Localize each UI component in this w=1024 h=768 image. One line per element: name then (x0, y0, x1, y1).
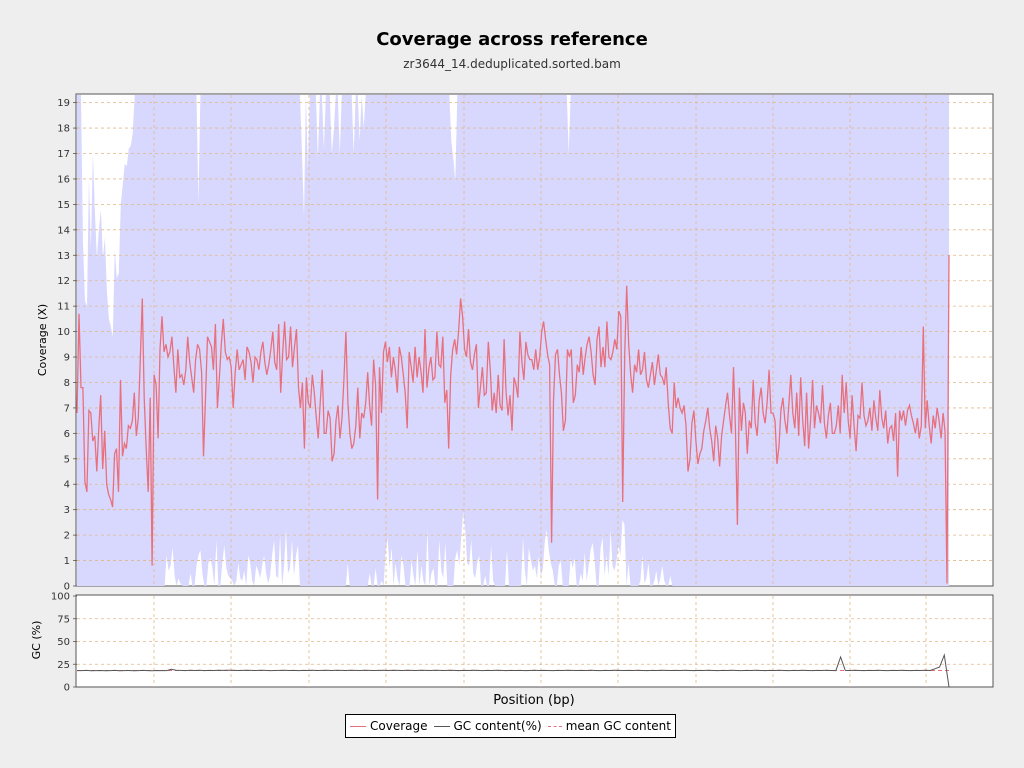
coverage-y-tick-label: 17 (57, 149, 70, 160)
mean-gc-swatch-icon (547, 725, 562, 727)
gc-y-tick-label: 100 (51, 592, 70, 603)
coverage-y-tick-label: 18 (57, 124, 70, 135)
gc-y-tick-label: 25 (57, 660, 70, 671)
gc-content-line (77, 653, 950, 688)
coverage-stddev-band (77, 95, 949, 586)
coverage-y-tick-label: 7 (64, 403, 70, 414)
coverage-y-tick-label: 15 (57, 200, 70, 211)
coverage-y-tick-label: 1 (64, 556, 70, 567)
legend-item-gc: GC content(%) (433, 719, 542, 733)
coverage-line (76, 255, 950, 584)
coverage-y-tick-label: 5 (64, 454, 70, 465)
coverage-swatch-icon (350, 725, 366, 727)
chart-title: Coverage across reference (376, 29, 648, 50)
x-axis-label: Position (bp) (493, 693, 574, 708)
gc-y-axis-label: GC (%) (30, 621, 43, 660)
legend-item-mean-gc: mean GC content (547, 719, 671, 733)
coverage-y-tick-label: 6 (64, 429, 70, 440)
legend: Coverage GC content(%) mean GC content (345, 714, 676, 738)
coverage-y-tick-label: 0 (64, 582, 70, 593)
coverage-y-tick-label: 12 (57, 276, 70, 287)
coverage-y-axis-label: Coverage (X) (36, 304, 49, 376)
legend-label-coverage: Coverage (370, 719, 428, 733)
coverage-y-tick-label: 3 (64, 505, 70, 516)
coverage-y-tick-label: 8 (64, 378, 70, 389)
gc-y-tick-label: 50 (57, 637, 70, 648)
chart-subtitle: zr3644_14.deduplicated.sorted.bam (403, 57, 621, 71)
coverage-y-tick-label: 13 (57, 251, 70, 262)
legend-label-mean-gc: mean GC content (565, 719, 671, 733)
legend-label-gc: GC content(%) (453, 719, 542, 733)
coverage-y-tick-label: 19 (57, 98, 70, 109)
coverage-y-tick-label: 16 (57, 174, 70, 185)
gc-y-tick-label: 0 (64, 683, 70, 694)
coverage-y-tick-label: 10 (57, 327, 70, 338)
coverage-y-tick-label: 11 (57, 302, 70, 313)
coverage-y-tick-label: 4 (64, 480, 70, 491)
gc-swatch-icon (433, 725, 450, 727)
coverage-y-tick-label: 2 (64, 531, 70, 542)
coverage-y-tick-label: 14 (57, 225, 70, 236)
legend-item-coverage: Coverage (350, 719, 428, 733)
gc-plot-area (75, 594, 994, 688)
gc-y-tick-label: 75 (57, 614, 70, 625)
gc-grid (77, 596, 992, 687)
gc-y-ticks: 0 25 50 75 100 (51, 592, 77, 694)
coverage-y-tick-label: 9 (64, 353, 70, 364)
